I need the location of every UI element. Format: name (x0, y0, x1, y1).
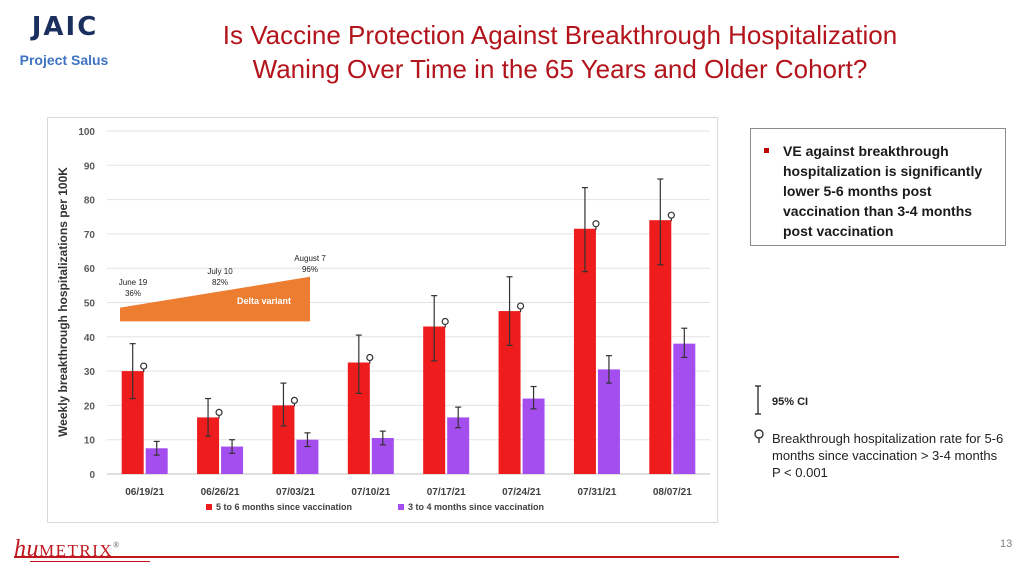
humetrix-metrix: METRIX (39, 541, 114, 560)
delta-annotation-date: August 7 (294, 254, 326, 263)
y-tick-label: 0 (89, 470, 95, 481)
chart-frame (47, 117, 718, 523)
bar-5-6-months (272, 405, 295, 474)
legend-label-3-4-months: 3 to 4 months since vaccination (408, 502, 544, 512)
delta-annotation-date: June 19 (119, 278, 148, 287)
footer-rule (14, 556, 899, 558)
delta-annotation-pct: 82% (212, 278, 228, 287)
significance-marker (516, 302, 525, 310)
humetrix-logo: huMETRIX® (14, 536, 120, 563)
x-tick-label: 07/17/21 (427, 487, 466, 498)
delta-annotation-date: July 10 (207, 267, 233, 276)
bar-5-6-months (423, 326, 446, 474)
legend-swatch-3-4-months (398, 504, 404, 510)
finding-callout: VE against breakthrough hospitalization … (750, 128, 1006, 246)
bar-3-4-months (597, 369, 620, 474)
footer-rule-accent (30, 561, 150, 562)
y-tick-label: 40 (84, 333, 96, 344)
x-tick-label: 07/24/21 (502, 487, 541, 498)
delta-variant-wedge (120, 276, 310, 322)
y-tick-label: 70 (84, 230, 96, 241)
page-title: Is Vaccine Protection Against Breakthrou… (150, 18, 970, 86)
delta-annotation-pct: 96% (302, 265, 318, 274)
significance-marker (140, 362, 148, 370)
bar-5-6-months (121, 371, 144, 474)
significance-marker (441, 317, 449, 326)
significance-note: Breakthrough hospitalization rate for 5-… (772, 430, 1012, 481)
significance-marker (592, 220, 600, 228)
bar-5-6-months (498, 311, 521, 474)
y-tick-label: 10 (84, 436, 96, 447)
page-number: 13 (1000, 538, 1013, 550)
bar-5-6-months (649, 220, 672, 474)
bar-3-4-months (296, 439, 319, 474)
p-value: P < 0.001 (772, 465, 828, 480)
y-tick-label: 100 (78, 127, 95, 138)
y-tick-label: 30 (84, 367, 96, 378)
significance-marker (667, 211, 675, 219)
bar-3-4-months (673, 343, 696, 474)
significance-marker (215, 408, 223, 417)
bar-3-4-months (447, 417, 470, 474)
bar-3-4-months (145, 448, 168, 474)
bar-5-6-months (197, 417, 220, 474)
delta-annotation-pct: 36% (125, 289, 141, 298)
legend-label-5-6-months: 5 to 6 months since vaccination (216, 502, 352, 512)
delta-variant-label: Delta variant (237, 296, 291, 306)
y-tick-label: 20 (84, 401, 96, 412)
project-name: Project Salus (19, 52, 109, 68)
callout-text: VE against breakthrough hospitalization … (783, 143, 983, 239)
bar-5-6-months (573, 228, 596, 474)
significance-marker-icon (754, 429, 764, 443)
bar-3-4-months (371, 437, 394, 474)
y-tick-label: 60 (84, 264, 96, 275)
bar-5-6-months (347, 362, 370, 474)
x-tick-label: 07/03/21 (276, 487, 315, 498)
jaic-logo: JAIC (28, 12, 102, 46)
ci-whisker-icon (755, 385, 761, 415)
ci-label: 95% CI (772, 396, 809, 408)
y-axis-label: Weekly breakthrough hospitalizations per… (56, 167, 70, 437)
x-tick-label: 06/26/21 (201, 487, 240, 498)
y-tick-label: 50 (84, 299, 96, 310)
x-tick-label: 06/19/21 (125, 487, 164, 498)
y-tick-label: 80 (84, 196, 96, 207)
bar-3-4-months (221, 446, 244, 474)
x-tick-label: 07/31/21 (577, 487, 616, 498)
humetrix-hu: hu (14, 536, 39, 562)
legend-swatch-5-6-months (206, 504, 212, 510)
page-title-line-1: Is Vaccine Protection Against Breakthrou… (222, 20, 898, 50)
humetrix-registered-mark: ® (113, 540, 120, 550)
x-tick-label: 07/10/21 (351, 487, 390, 498)
bar-3-4-months (522, 398, 545, 474)
x-tick-label: 08/07/21 (653, 487, 692, 498)
callout-bullet-icon (764, 148, 769, 153)
jaic-logo-text: JAIC (31, 12, 99, 42)
y-tick-label: 90 (84, 161, 96, 172)
page-title-line-2: Waning Over Time in the 65 Years and Old… (252, 54, 868, 84)
significance-marker (366, 353, 374, 362)
significance-text: Breakthrough hospitalization rate for 5-… (772, 431, 1004, 463)
significance-marker (290, 396, 299, 404)
